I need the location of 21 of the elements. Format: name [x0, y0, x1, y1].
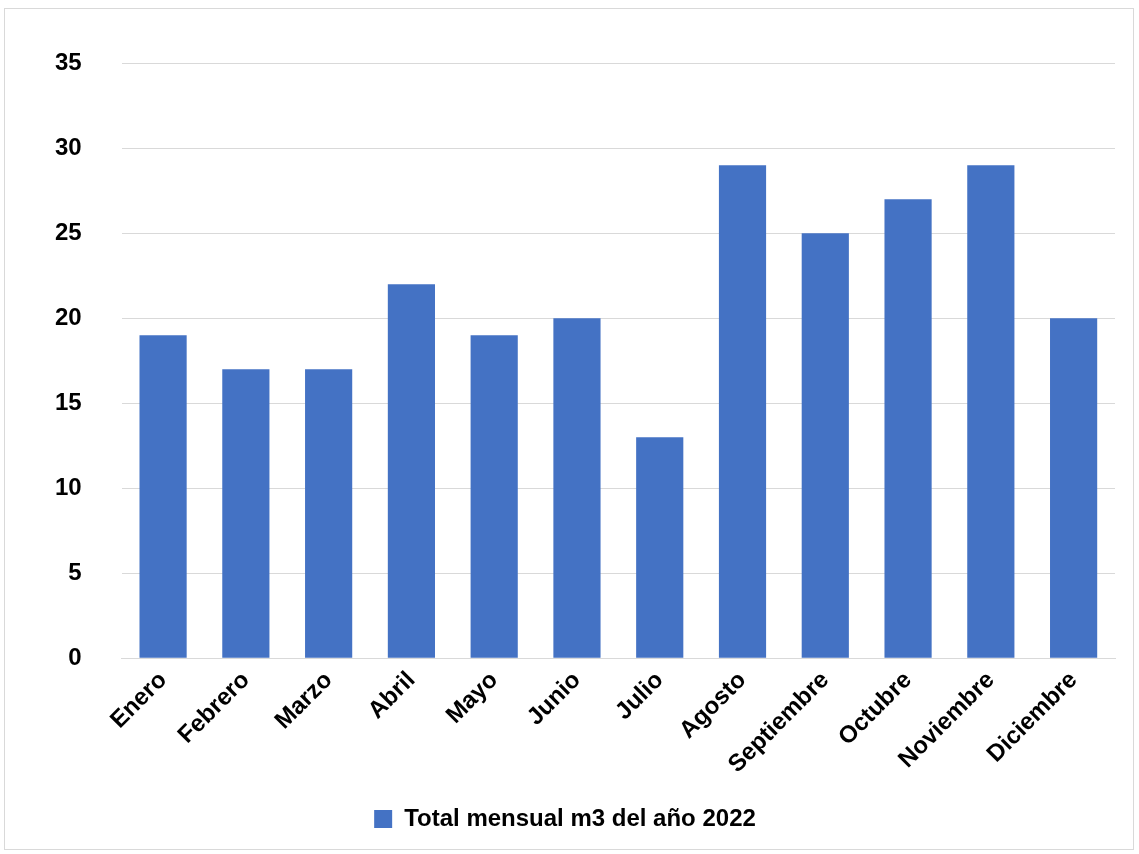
bar [1050, 318, 1098, 658]
y-tick-label: 10 [54, 472, 82, 500]
bar [636, 437, 684, 658]
bar [801, 233, 849, 658]
y-tick-label: 15 [54, 387, 82, 415]
y-tick-label: 5 [68, 557, 82, 585]
bar [718, 165, 767, 658]
bar [222, 369, 270, 658]
bar [967, 165, 1015, 658]
y-tick-label: 35 [54, 48, 82, 76]
y-tick-label: 0 [68, 642, 82, 670]
bar [387, 284, 435, 658]
y-tick-label: 30 [54, 133, 82, 160]
bar [884, 199, 932, 658]
y-tick-label: 25 [54, 217, 82, 245]
y-tick-label: 20 [54, 302, 82, 330]
bar [553, 318, 601, 658]
bar [305, 369, 353, 658]
bar [139, 335, 187, 658]
bar [470, 335, 518, 658]
legend-label: Total mensual m3 del año 2022 [404, 803, 756, 831]
